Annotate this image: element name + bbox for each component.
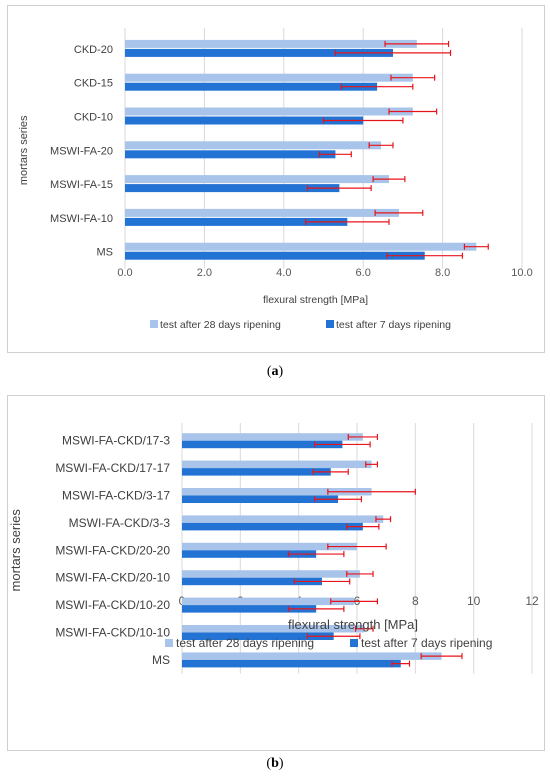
category-label: MSWI-FA-15 xyxy=(50,179,113,191)
category-label: MSWI-FA-20 xyxy=(50,145,113,157)
legend-swatch xyxy=(350,639,358,647)
legend-swatch xyxy=(165,639,173,647)
bar-7-days xyxy=(182,468,331,476)
bar-28-days xyxy=(182,542,357,551)
bar-28-days xyxy=(182,433,363,441)
legend-label: test after 7 days ripening xyxy=(361,636,492,650)
bar-7-days xyxy=(182,577,322,586)
legend-label: test after 28 days ripening xyxy=(176,636,314,650)
category-label: CKD-15 xyxy=(74,78,113,90)
bar-7-days xyxy=(182,495,339,503)
x-tick-label: 8 xyxy=(412,594,419,608)
x-tick-label: 0.0 xyxy=(117,267,132,279)
bar-28-days xyxy=(125,242,477,251)
caption-a-label: a xyxy=(271,364,279,379)
category-label: MSWI-FA-CKD/17-3 xyxy=(62,434,170,448)
x-tick-label: 10 xyxy=(467,594,481,608)
x-tick-label: 10.0 xyxy=(511,267,532,279)
caption-b-label: b xyxy=(271,756,279,771)
bar-7-days xyxy=(125,217,348,226)
legend-label: test after 7 days ripening xyxy=(336,319,451,331)
bar-28-days xyxy=(182,488,372,496)
x-tick-label: 4.0 xyxy=(276,267,291,279)
category-label: MSWI-FA-CKD/20-10 xyxy=(55,571,170,585)
bar-28-days xyxy=(125,175,390,184)
category-label: CKD-20 xyxy=(74,44,113,56)
bar-chart-a: 0.0 2.0 4.0 6.0 8.0 10.0 CKD-20 CKD-15 CKD-10 MSW… xyxy=(18,28,533,331)
bar-28-days xyxy=(125,39,417,48)
caption-b: (b) xyxy=(266,756,284,771)
bar-7-days xyxy=(182,659,401,668)
bar-chart-b: 024681012MSWI-FA-CKD/17-3MSWI-FA-CKD/17-… xyxy=(8,423,539,674)
x-tick-label: 8.0 xyxy=(435,267,450,279)
bar-7-days xyxy=(125,48,393,57)
bar-7-days xyxy=(182,440,343,449)
bar-7-days xyxy=(125,82,378,91)
category-label: MSWI-FA-CKD/17-17 xyxy=(55,461,170,475)
bar-28-days xyxy=(125,208,399,217)
chart-panel-a: 0.0 2.0 4.0 6.0 8.0 10.0 CKD-20 CKD-15 CKD-10 MSW… xyxy=(7,5,545,379)
bar-28-days xyxy=(182,625,365,633)
x-tick-label: 12 xyxy=(525,594,539,608)
bar-28-days xyxy=(125,141,382,150)
y-axis-title: mortars series xyxy=(18,115,30,185)
bar-7-days xyxy=(182,632,334,640)
chart-panel-b: 024681012MSWI-FA-CKD/17-3MSWI-FA-CKD/17-… xyxy=(0,392,550,782)
legend-label: test after 28 days ripening xyxy=(160,319,281,331)
x-axis-title: flexural strength [MPa] xyxy=(288,617,418,632)
bar-28-days xyxy=(125,73,413,82)
bar-28-days xyxy=(182,652,442,660)
category-label: CKD-10 xyxy=(74,112,113,124)
x-tick-label: 2.0 xyxy=(197,267,212,279)
bar-28-days xyxy=(182,597,355,606)
bar-7-days xyxy=(182,550,317,558)
bar-7-days xyxy=(182,605,317,613)
category-label: MSWI-FA-10 xyxy=(50,213,113,225)
bar-7-days xyxy=(125,150,336,159)
y-axis-title: mortars series xyxy=(8,509,23,592)
bar-7-days xyxy=(125,116,364,125)
category-label: MS xyxy=(97,247,114,259)
bar-7-days xyxy=(125,184,340,193)
bar-28-days xyxy=(182,460,372,469)
category-label: MS xyxy=(152,653,170,667)
x-tick-label: 6.0 xyxy=(356,267,371,279)
bar-28-days xyxy=(182,515,384,523)
x-axis-title: flexural strength [MPa] xyxy=(263,294,368,306)
category-label: MSWI-FA-CKD/10-10 xyxy=(55,626,170,640)
category-label: MSWI-FA-CKD/3-3 xyxy=(69,516,171,530)
caption-a: (a) xyxy=(266,364,284,379)
legend-swatch xyxy=(326,320,334,328)
category-label: MSWI-FA-CKD/3-17 xyxy=(62,489,170,503)
legend-swatch xyxy=(150,320,158,328)
bar-7-days xyxy=(125,251,425,260)
bar-28-days xyxy=(182,570,360,578)
category-label: MSWI-FA-CKD/10-20 xyxy=(55,598,170,612)
bar-7-days xyxy=(182,522,363,531)
category-label: MSWI-FA-CKD/20-20 xyxy=(55,543,170,557)
bar-28-days xyxy=(125,107,413,116)
